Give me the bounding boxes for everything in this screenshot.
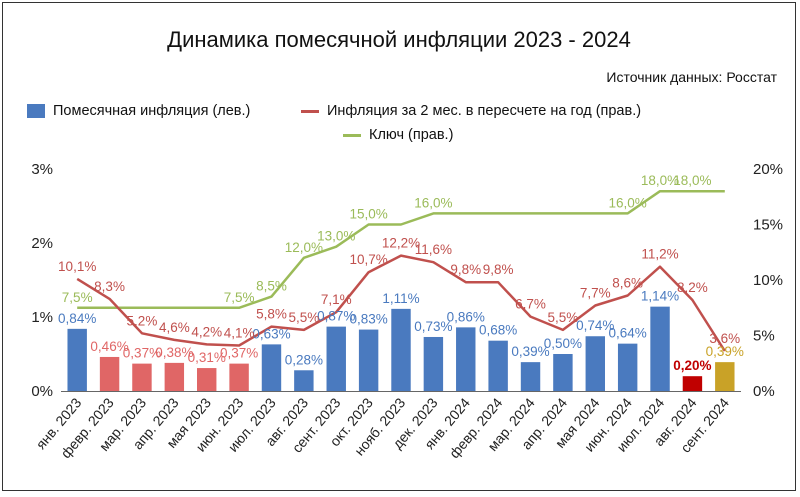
bar bbox=[197, 368, 217, 391]
bar bbox=[488, 340, 508, 391]
y-left-tick-label: 0% bbox=[31, 383, 53, 400]
bar bbox=[715, 362, 735, 391]
bar bbox=[456, 327, 476, 391]
bar bbox=[229, 363, 249, 391]
two-month-data-label: 12,2% bbox=[382, 236, 420, 251]
y-right-tick-label: 0% bbox=[753, 383, 775, 400]
chart-frame: Динамика помесячной инфляции 2023 - 2024… bbox=[2, 2, 796, 491]
legend-swatch-green-line bbox=[343, 133, 361, 137]
key-rate-data-label: 7,5% bbox=[224, 290, 255, 305]
bar-data-label: 0,39% bbox=[706, 344, 744, 359]
legend-label-monthly: Помесячная инфляция (лев.) bbox=[53, 103, 251, 119]
source-note: Источник данных: Росстат bbox=[606, 69, 777, 85]
bar-data-label: 0,68% bbox=[479, 323, 517, 338]
key-rate-data-label: 8,5% bbox=[256, 279, 287, 294]
bar-data-label: 1,11% bbox=[382, 291, 419, 306]
y-right-tick-label: 10% bbox=[753, 272, 783, 289]
two-month-data-label: 5,5% bbox=[548, 310, 579, 325]
bar bbox=[294, 370, 314, 391]
two-month-data-label: 11,2% bbox=[641, 247, 678, 262]
two-month-data-label: 4,6% bbox=[159, 320, 190, 335]
bar bbox=[553, 354, 573, 391]
bar-data-label: 0,84% bbox=[58, 311, 96, 326]
key-rate-data-label: 15,0% bbox=[349, 207, 387, 222]
key-rate-line bbox=[77, 189, 725, 310]
two-month-data-label: 10,1% bbox=[58, 259, 96, 274]
legend-item-monthly: Помесячная инфляция (лев.) bbox=[27, 103, 250, 119]
key-rate-data-label: 16,0% bbox=[609, 195, 647, 210]
bar bbox=[164, 362, 185, 391]
two-month-inflation-line bbox=[76, 254, 726, 352]
two-month-data-label: 7,1% bbox=[321, 292, 352, 307]
two-month-data-label: 8,2% bbox=[677, 280, 708, 295]
bar-data-label: 0,38% bbox=[155, 345, 193, 360]
bar bbox=[261, 344, 282, 391]
chart-title: Динамика помесячной инфляции 2023 - 2024 bbox=[167, 27, 631, 52]
bar bbox=[358, 329, 379, 391]
legend-item-two-month: Инфляция за 2 мес. в пересчете на год (п… bbox=[301, 103, 641, 119]
legend-label-key-rate: Ключ (прав.) bbox=[369, 127, 454, 143]
bar-data-label: 0,46% bbox=[90, 339, 128, 354]
legend-item-key-rate: Ключ (прав.) bbox=[343, 127, 453, 143]
two-month-data-label: 6,7% bbox=[515, 297, 546, 312]
two-month-data-label: 5,8% bbox=[256, 307, 287, 322]
bar-data-label: 0,74% bbox=[576, 318, 614, 333]
two-month-data-label: 4,2% bbox=[191, 324, 222, 339]
chart-plot: 0%1%2%3%0%5%10%15%20%0,84%0,46%0,37%0,38… bbox=[31, 161, 783, 461]
legend-label-two-month: Инфляция за 2 мес. в пересчете на год (п… bbox=[327, 103, 642, 119]
two-month-data-label: 10,7% bbox=[349, 252, 387, 267]
bar-data-label: 0,20% bbox=[673, 358, 711, 373]
bar-data-label: 0,37% bbox=[123, 346, 161, 361]
two-month-data-label: 11,6% bbox=[415, 242, 452, 257]
bar bbox=[682, 376, 703, 391]
two-month-data-label: 5,5% bbox=[288, 310, 319, 325]
legend-swatch-bar bbox=[27, 104, 45, 118]
bar bbox=[326, 326, 346, 391]
bar-data-label: 0,87% bbox=[317, 309, 355, 324]
two-month-data-label: 8,3% bbox=[94, 279, 125, 294]
bar bbox=[67, 328, 87, 391]
bar-data-label: 0,63% bbox=[252, 326, 290, 341]
bar-data-label: 0,73% bbox=[414, 319, 452, 334]
bar bbox=[132, 363, 152, 391]
bar bbox=[391, 308, 411, 391]
key-rate-data-label: 18,0% bbox=[641, 173, 679, 188]
bar-data-label: 0,31% bbox=[188, 350, 226, 365]
y-left-tick-label: 2% bbox=[31, 235, 53, 252]
y-left-tick-label: 3% bbox=[31, 161, 53, 178]
key-rate-data-label: 18,0% bbox=[673, 173, 711, 188]
two-month-data-label: 8,6% bbox=[612, 276, 643, 291]
two-month-data-label: 3,6% bbox=[709, 331, 740, 346]
bar-data-label: 0,37% bbox=[220, 346, 258, 361]
bar bbox=[650, 306, 670, 391]
bar-data-label: 0,83% bbox=[349, 312, 387, 327]
bar-data-label: 1,14% bbox=[641, 289, 679, 304]
y-left-tick-label: 1% bbox=[31, 309, 53, 326]
bar bbox=[585, 336, 605, 391]
two-month-data-label: 5,2% bbox=[127, 313, 158, 328]
y-right-tick-label: 5% bbox=[753, 328, 775, 345]
bar bbox=[617, 343, 638, 391]
bar bbox=[99, 356, 120, 391]
two-month-data-label: 9,8% bbox=[450, 262, 481, 277]
bar-data-label: 0,86% bbox=[447, 309, 485, 324]
y-right-tick-label: 15% bbox=[753, 217, 783, 234]
bar bbox=[423, 336, 444, 391]
key-rate-data-label: 13,0% bbox=[317, 229, 355, 244]
two-month-data-label: 7,7% bbox=[580, 286, 611, 301]
y-right-tick-label: 20% bbox=[753, 161, 783, 178]
bar-data-label: 0,28% bbox=[285, 352, 323, 367]
bar-data-label: 0,64% bbox=[609, 326, 647, 341]
key-rate-data-label: 7,5% bbox=[62, 290, 93, 305]
legend-swatch-red-line bbox=[301, 109, 319, 113]
key-rate-data-label: 12,0% bbox=[285, 240, 323, 255]
bar bbox=[520, 362, 541, 391]
two-month-data-label: 9,8% bbox=[483, 262, 514, 277]
two-month-data-label: 4,1% bbox=[224, 325, 255, 340]
key-rate-data-label: 16,0% bbox=[414, 195, 452, 210]
bar-data-label: 0,39% bbox=[511, 344, 549, 359]
bar-data-label: 0,50% bbox=[544, 336, 582, 351]
